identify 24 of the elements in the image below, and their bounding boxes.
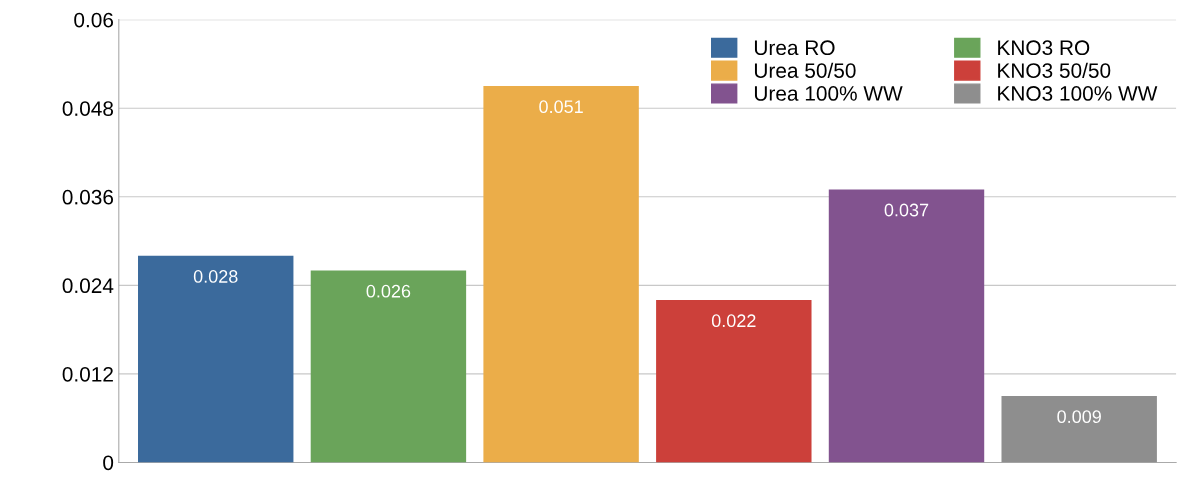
bar <box>310 270 467 463</box>
data-label: 0.026 <box>366 284 411 298</box>
bar <box>138 255 294 463</box>
y-tick-label: 0.012 <box>62 366 113 382</box>
y-tick-label: 0.048 <box>62 101 114 116</box>
legend-label: KNO3 RO <box>998 40 1090 56</box>
legend-label: Urea 100% WW <box>754 86 903 101</box>
bar <box>828 189 985 463</box>
legend-label: Urea 50/50 <box>754 62 856 78</box>
y-tick-label: 0.024 <box>62 278 114 294</box>
legend-label: Urea RO <box>754 40 835 56</box>
y-tick-label: 0.036 <box>62 189 114 205</box>
legend-label: KNO3 50/50 <box>998 62 1111 78</box>
data-label: 0.028 <box>193 270 238 283</box>
data-label: 0.037 <box>884 203 929 217</box>
data-label: 0.009 <box>1057 410 1101 424</box>
bar <box>483 86 639 463</box>
bar <box>1001 396 1157 463</box>
data-label: 0.051 <box>539 100 583 114</box>
bar <box>656 300 812 463</box>
y-tick-label: 0 <box>103 455 114 471</box>
legend-label: KNO3 100% WW <box>998 86 1158 101</box>
y-tick-label: 0.06 <box>74 12 114 28</box>
data-label: 0.022 <box>711 314 756 328</box>
